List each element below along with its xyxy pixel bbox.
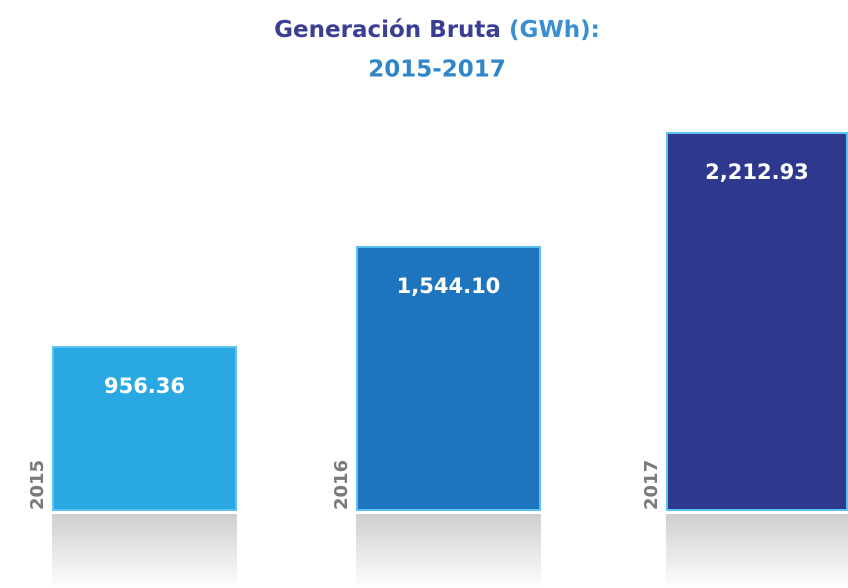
x-tick-label: 2017: [641, 460, 662, 510]
bar-reflection: [666, 514, 848, 588]
chart-title: Generación Bruta: [274, 17, 501, 43]
x-tick-label: 2015: [27, 460, 48, 510]
bar: [356, 245, 541, 512]
chart-title-unit: (GWh):: [509, 17, 600, 43]
value-label: 956.36: [104, 374, 185, 398]
value-label: 1,544.10: [397, 274, 501, 298]
value-label: 2,212.93: [705, 160, 809, 184]
bar: [666, 132, 848, 511]
chart-title-line: Generación Bruta (GWh):: [274, 17, 600, 43]
bar-reflection: [356, 514, 541, 588]
bar: [52, 346, 237, 511]
chart-subtitle: 2015-2017: [368, 57, 506, 83]
bar-reflection: [52, 514, 237, 588]
x-tick-label: 2016: [331, 460, 352, 510]
